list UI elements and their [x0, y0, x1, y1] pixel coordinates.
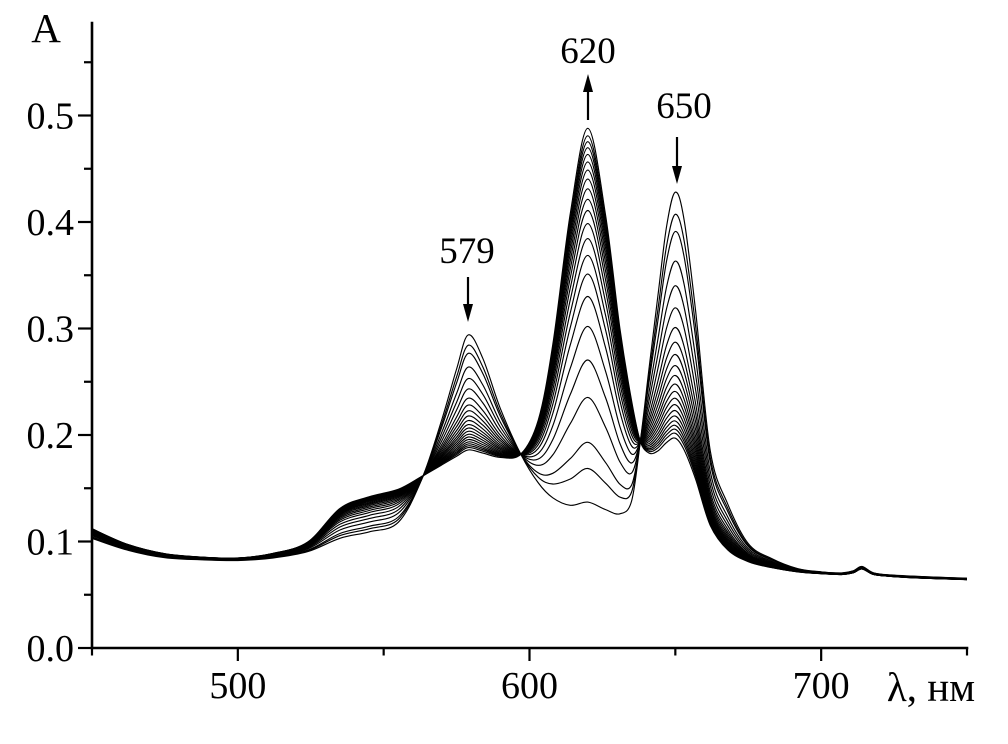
x-tick-label: 700	[793, 665, 850, 707]
x-tick-label: 500	[209, 665, 266, 707]
spectrum-curve	[91, 169, 968, 581]
peak-annotations: 579 620 650	[439, 31, 712, 322]
y-tick-label: 0.0	[27, 628, 75, 670]
spectrum-curve	[91, 285, 968, 580]
y-tick-label: 0.3	[27, 309, 75, 351]
spectrum-curve	[91, 127, 968, 581]
spectrum-curve	[91, 209, 968, 580]
x-tick-label: 600	[501, 665, 558, 707]
arrowhead-down-650-icon	[672, 166, 682, 184]
spectrum-curve	[91, 147, 968, 581]
y-axis-title: A	[31, 5, 61, 51]
y-tick-label: 0.5	[27, 96, 75, 138]
spectrum-curve	[91, 238, 968, 580]
axes-layer: 500 600 700 0.0 0.1 0.2 0.3 0.4 0.5	[27, 21, 969, 707]
spectra-curves	[91, 127, 968, 581]
spectrum-curve	[91, 198, 968, 580]
spectrum-curve	[91, 135, 968, 581]
peak-label-650: 650	[656, 86, 712, 127]
spectrum-curve	[91, 254, 968, 580]
arrowhead-up-620-icon	[583, 74, 593, 92]
spectrum-curve	[91, 223, 968, 580]
spectrum-curve	[91, 213, 968, 579]
spectrum-curve	[91, 260, 968, 580]
spectrum-curve	[91, 153, 968, 581]
y-tick-label: 0.4	[27, 202, 75, 244]
spectrum-curve	[91, 230, 968, 580]
spectrum-curve	[91, 188, 968, 580]
spectrum-curve	[91, 273, 968, 580]
y-tick-label: 0.2	[27, 415, 75, 457]
x-axis-title: λ, нм	[887, 664, 975, 710]
arrowhead-down-579-icon	[463, 304, 473, 322]
peak-label-620: 620	[560, 31, 616, 72]
spectrum-curve	[91, 178, 968, 580]
peak-label-579: 579	[439, 231, 495, 272]
spectrum-curve	[91, 141, 968, 581]
spectrum-curve	[91, 295, 968, 580]
spectrum-curve	[91, 191, 968, 579]
spectrum-curve	[91, 161, 968, 581]
y-tick-label: 0.1	[27, 522, 75, 564]
